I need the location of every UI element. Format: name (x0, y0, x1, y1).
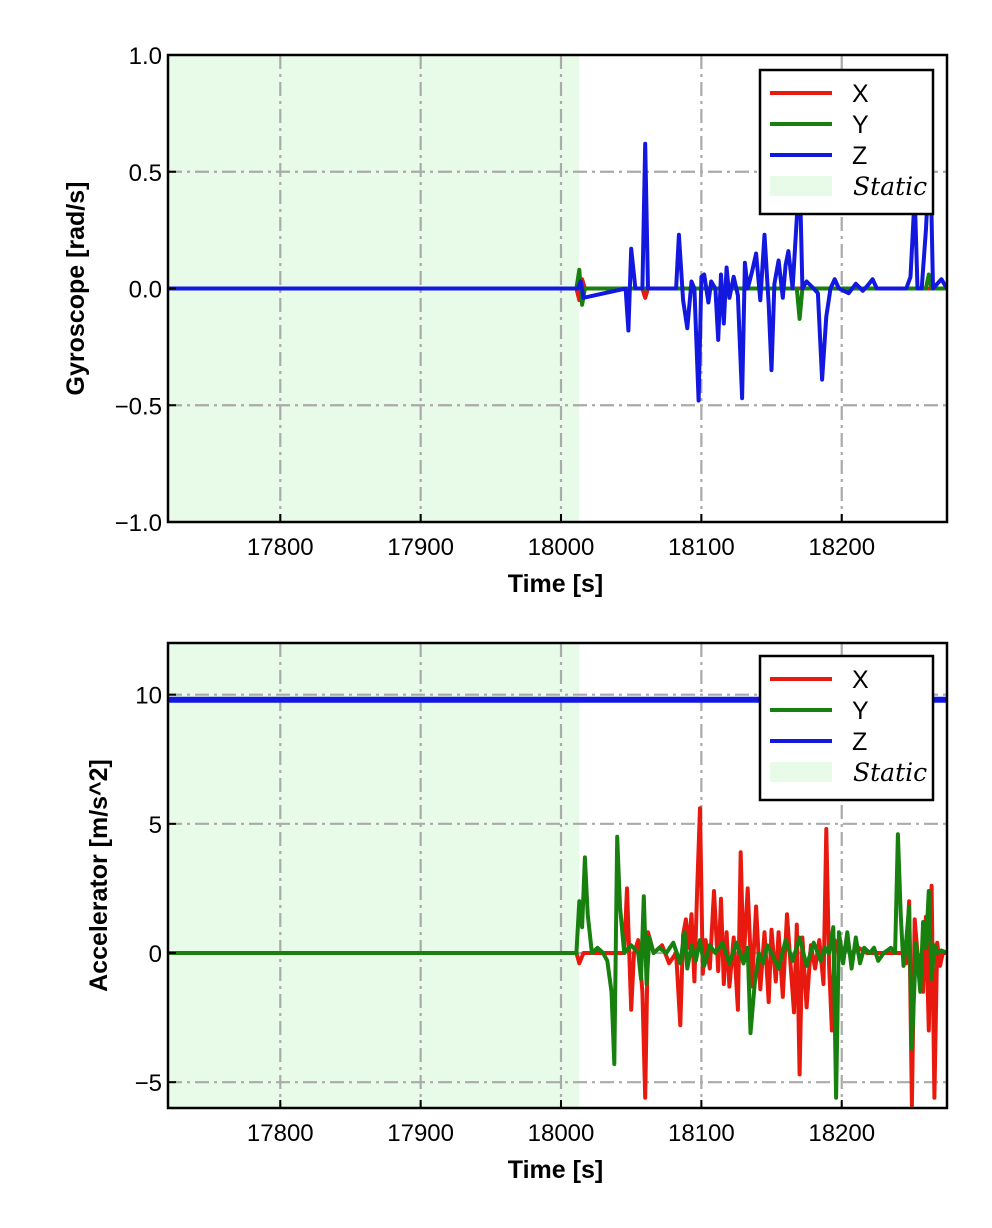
x-tick-label: 18100 (668, 534, 735, 561)
x-axis-title: Time [s] (508, 1156, 603, 1184)
y-tick-label: 0.0 (129, 277, 162, 304)
x-axis-title: Time [s] (508, 570, 603, 598)
x-tick-label: 18200 (808, 1120, 875, 1147)
y-tick-label: −0.5 (115, 393, 162, 420)
series-line-y (168, 267, 947, 321)
y-axis-title: Gyroscope [rad/s] (62, 182, 90, 396)
legend-label-static: Static (853, 758, 927, 787)
y-tick-label: 0 (149, 941, 162, 968)
series-group (168, 141, 947, 403)
x-tick-label: 18100 (668, 1120, 735, 1147)
legend-swatch-static (770, 762, 832, 782)
plot-frame (166, 641, 949, 1110)
series-line-z (168, 141, 947, 403)
legend-swatch-static (770, 176, 832, 196)
x-tick-label: 17800 (247, 534, 314, 561)
accelerator-chart: 17800 17900 18000 18100 18200 10 5 0 −5 Time [s] A… (85, 641, 949, 1184)
y-tick-label: −1.0 (115, 510, 162, 537)
x-tick-label: 17800 (247, 1120, 314, 1147)
static-region (168, 643, 580, 1108)
gyroscope-chart: 17800 17900 18000 18100 18200 1.0 0.5 0.0 −0.5 −1… (62, 43, 949, 598)
x-tick-label: 18200 (808, 534, 875, 561)
y-tick-label: −5 (135, 1070, 162, 1097)
legend-label-static: Static (853, 172, 927, 201)
legend-label-x: X (852, 80, 869, 108)
x-tick-label: 18000 (528, 534, 595, 561)
y-tick-label: 1.0 (129, 43, 162, 70)
series-line-y (168, 832, 947, 1100)
legend-label-y: Y (852, 697, 869, 725)
y-tick-label: 5 (149, 812, 162, 839)
legend-label-z: Z (852, 728, 867, 756)
legend-label-y: Y (852, 111, 869, 139)
y-tick-label: 10 (135, 683, 162, 710)
legend-label-z: Z (852, 142, 867, 170)
y-axis-title: Accelerator [m/s^2] (85, 759, 113, 992)
x-tick-label: 18000 (528, 1120, 595, 1147)
x-tick-label: 17900 (387, 534, 454, 561)
y-tick-label: 0.5 (129, 160, 162, 187)
legend-label-x: X (852, 666, 869, 694)
x-tick-label: 17900 (387, 1120, 454, 1147)
